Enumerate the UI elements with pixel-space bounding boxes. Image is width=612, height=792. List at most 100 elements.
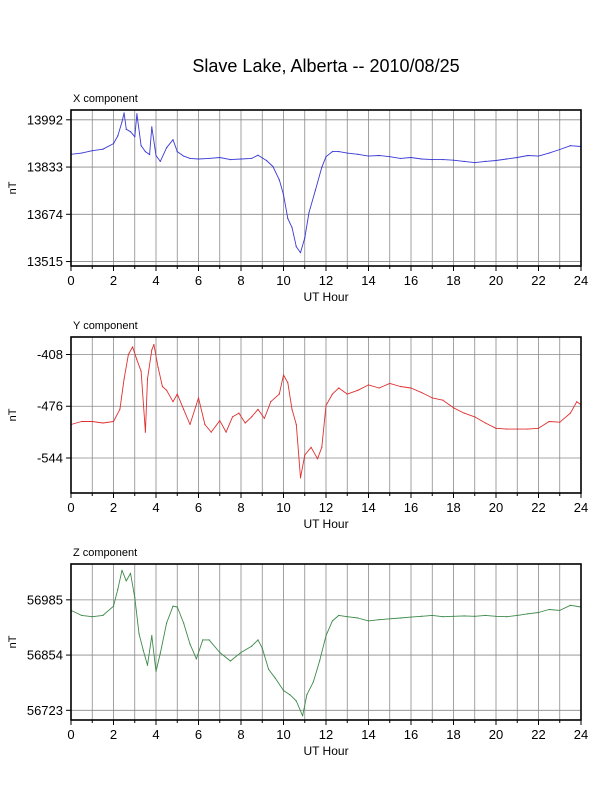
data-point (172, 401, 174, 403)
data-point (208, 157, 210, 160)
data-point (151, 126, 153, 128)
data-point (208, 639, 210, 641)
data-point (159, 160, 161, 163)
data-point (421, 158, 423, 160)
data-point (112, 420, 115, 423)
x-tick-label: 10 (276, 727, 290, 742)
data-point (484, 160, 486, 163)
data-point (548, 152, 550, 154)
y-tick-label: -544 (37, 450, 63, 465)
y-tick-label: 13515 (27, 254, 63, 269)
x-tick-label: 22 (531, 727, 545, 742)
data-point (219, 420, 221, 422)
data-point (151, 635, 153, 637)
x-tick-label: 18 (446, 500, 460, 515)
data-point (576, 401, 578, 403)
data-point (136, 359, 138, 361)
data-point (272, 165, 274, 168)
data-point (321, 446, 323, 448)
data-point (331, 620, 333, 622)
data-point (506, 158, 508, 160)
data-point (268, 668, 270, 671)
y-tick-label: 13833 (27, 160, 63, 175)
data-point (452, 615, 455, 617)
data-point (140, 370, 142, 372)
x-tick-label: 6 (195, 727, 202, 742)
panel-title: X component (73, 93, 138, 105)
data-point (431, 614, 433, 617)
data-point (474, 615, 476, 617)
data-point (125, 128, 127, 130)
data-point (144, 151, 146, 153)
data-point (331, 151, 333, 153)
data-point (257, 408, 259, 410)
data-point (537, 427, 540, 429)
x-tick-label: 16 (404, 727, 418, 742)
y-tick-label: 56723 (27, 703, 63, 718)
x-tick-label: 24 (574, 273, 588, 288)
data-point (134, 136, 136, 138)
data-point (282, 689, 285, 692)
x-tick-label: 2 (110, 273, 117, 288)
data-point (516, 156, 518, 159)
data-point (176, 606, 178, 608)
data-point (299, 477, 302, 479)
data-point (527, 154, 529, 157)
x-tick-label: 4 (152, 727, 159, 742)
data-point (229, 660, 231, 662)
data-point (138, 632, 140, 635)
data-point (189, 643, 191, 645)
data-point (331, 393, 333, 395)
data-point (91, 150, 93, 152)
data-point (195, 658, 197, 660)
data-point (144, 431, 146, 433)
data-point (410, 387, 412, 389)
x-tick-label: 24 (574, 500, 588, 515)
data-point (202, 639, 204, 641)
data-point (389, 382, 391, 385)
data-point (282, 374, 285, 376)
data-point (431, 397, 433, 399)
data-point (346, 616, 348, 618)
x-tick-label: 22 (531, 273, 545, 288)
data-point (140, 145, 142, 147)
data-point (146, 378, 149, 380)
data-point (289, 694, 291, 696)
data-point (495, 615, 497, 617)
x-tick-label: 24 (574, 727, 588, 742)
x-tick-label: 20 (489, 500, 503, 515)
y-axis-label: nT (7, 635, 19, 648)
data-point (442, 399, 444, 401)
data-point (442, 159, 444, 161)
y-tick-label: 13674 (27, 207, 63, 222)
data-point (261, 647, 263, 649)
data-point (463, 412, 465, 414)
data-point (484, 614, 486, 617)
data-point (132, 346, 134, 348)
x-tick-label: 0 (67, 500, 74, 515)
data-point (134, 597, 136, 599)
x-tick-label: 12 (319, 500, 333, 515)
x-tick-label: 14 (361, 727, 375, 742)
data-point (210, 431, 212, 433)
data-point (421, 391, 423, 394)
data-point (346, 152, 348, 154)
x-tick-label: 14 (361, 273, 375, 288)
data-point (304, 454, 306, 456)
data-point (265, 159, 268, 162)
data-point (155, 670, 157, 673)
data-point (81, 420, 83, 423)
data-point (367, 620, 370, 622)
data-point (308, 211, 310, 214)
page-title: Slave Lake, Alberta -- 2010/08/25 (192, 56, 460, 76)
data-point (117, 588, 119, 590)
data-point (225, 431, 227, 433)
data-point (81, 152, 83, 154)
data-point (159, 652, 161, 654)
y-axis-label: nT (7, 181, 19, 194)
data-point (287, 217, 289, 220)
data-point (176, 393, 178, 395)
data-point (325, 404, 327, 407)
data-point (399, 617, 401, 619)
